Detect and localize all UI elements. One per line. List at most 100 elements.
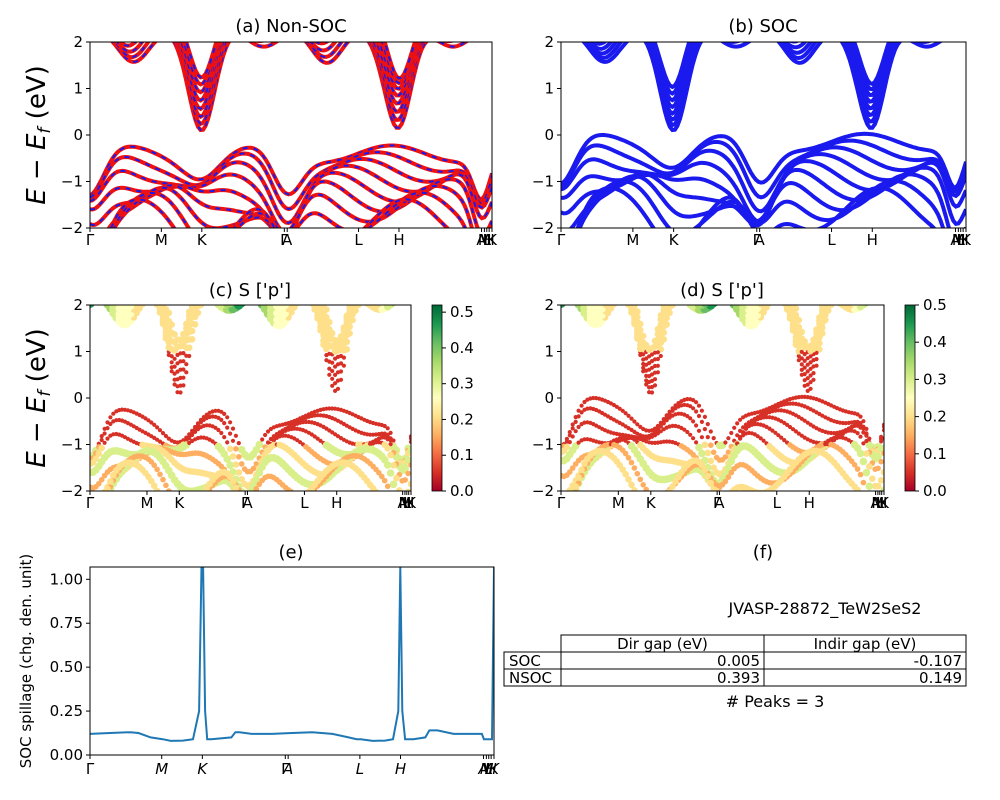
x-tick-label: M	[626, 231, 639, 249]
x-tick-label: Γ	[280, 231, 289, 249]
projection-point	[330, 368, 335, 374]
x-tick-label: Γ	[241, 494, 250, 512]
projection-point	[795, 316, 803, 324]
projection-point	[384, 445, 392, 452]
projection-point	[222, 411, 227, 416]
x-tick-label: L	[356, 760, 364, 778]
projection-point	[708, 429, 713, 434]
projection-point	[178, 383, 183, 388]
projection-point	[387, 451, 394, 459]
projection-point	[880, 469, 884, 476]
projection-point	[877, 477, 884, 484]
x-tick-label: Γ	[86, 231, 95, 249]
panel-f: (f) JVASP-28872_TeW2SeS2 Dir gap (eV) Ind…	[503, 542, 967, 711]
projection-point	[379, 435, 384, 440]
projection-point	[98, 444, 105, 452]
projection-point	[185, 308, 193, 316]
projection-point	[828, 298, 835, 305]
projection-point	[169, 360, 174, 365]
projection-point	[253, 486, 260, 491]
projection-point	[372, 488, 380, 491]
projection-point	[764, 415, 769, 420]
projection-point	[153, 487, 161, 491]
projection-point	[802, 365, 807, 370]
projection-point	[228, 431, 233, 436]
projection-point	[846, 297, 853, 304]
projection-point	[235, 469, 243, 476]
projection-point	[335, 386, 341, 391]
x-tick-label: A	[755, 231, 766, 249]
projection-point	[837, 298, 844, 305]
projection-point	[178, 390, 183, 395]
projection-point	[155, 425, 160, 430]
projection-point	[95, 450, 103, 458]
projection-point	[696, 428, 702, 433]
projection-point	[103, 296, 112, 305]
projection-point	[154, 466, 160, 473]
projection-point	[634, 313, 641, 321]
projection-point	[792, 311, 800, 319]
y-tick-label: −2	[61, 482, 83, 500]
colorbar-tick-label: 0.4	[923, 333, 947, 351]
projection-point	[785, 422, 790, 427]
projection-point	[341, 363, 346, 368]
projection-point	[335, 354, 341, 359]
x-tick-label: A	[282, 760, 293, 778]
projection-point	[139, 305, 146, 308]
projection-point	[808, 360, 813, 365]
projection-point	[799, 362, 804, 367]
projection-point	[298, 440, 303, 445]
x-tick-label: L	[957, 231, 966, 249]
x-tick-label: H	[403, 494, 414, 512]
band-line	[585, 42, 898, 122]
projection-point	[384, 483, 391, 490]
projection-point	[879, 439, 884, 444]
projection-point	[819, 305, 826, 310]
projection-point	[177, 336, 184, 344]
projection-point	[622, 470, 629, 478]
projection-point	[622, 450, 629, 457]
projection-point	[729, 430, 734, 436]
panel-d-colorbar-ticks: 0.0 0.1 0.2 0.3 0.4 0.5	[915, 296, 947, 500]
projection-point	[102, 305, 107, 306]
projection-point	[327, 366, 332, 371]
projection-point	[798, 328, 806, 336]
projection-point	[573, 419, 578, 424]
y-tick-label: 0.50	[50, 658, 83, 676]
projection-point	[856, 449, 865, 458]
projection-point	[644, 356, 649, 361]
projection-point	[623, 411, 628, 416]
projection-point	[685, 429, 690, 435]
projection-point	[166, 436, 171, 441]
projection-point	[585, 406, 590, 411]
projection-point	[318, 438, 323, 443]
projection-point	[860, 479, 867, 486]
projection-point	[294, 492, 300, 498]
projection-point	[108, 421, 113, 427]
projection-point	[337, 333, 345, 340]
projection-point	[276, 305, 284, 308]
projection-point	[881, 428, 884, 433]
projection-point	[326, 318, 333, 326]
projection-point	[793, 429, 799, 434]
panel-e-yticks: 0.00 0.25 0.50 0.75 1.00	[50, 570, 90, 764]
projection-point	[688, 416, 693, 421]
y-tick-label: −1	[61, 173, 83, 191]
projection-point	[151, 462, 157, 469]
projection-point	[634, 470, 641, 477]
x-tick-label: K	[197, 760, 208, 778]
projection-point	[808, 354, 813, 359]
panel-f-title: (f)	[753, 542, 773, 563]
projection-point	[635, 422, 640, 427]
x-tick-label: A	[714, 494, 725, 512]
projection-point	[854, 486, 861, 491]
projection-point	[330, 376, 335, 381]
projection-point	[796, 431, 801, 436]
projection-point	[649, 440, 655, 445]
projection-point	[865, 490, 868, 491]
projection-point	[388, 491, 394, 497]
colorbar-tick-label: 0.2	[450, 410, 474, 428]
projection-point	[382, 423, 387, 429]
projection-point	[389, 480, 398, 489]
